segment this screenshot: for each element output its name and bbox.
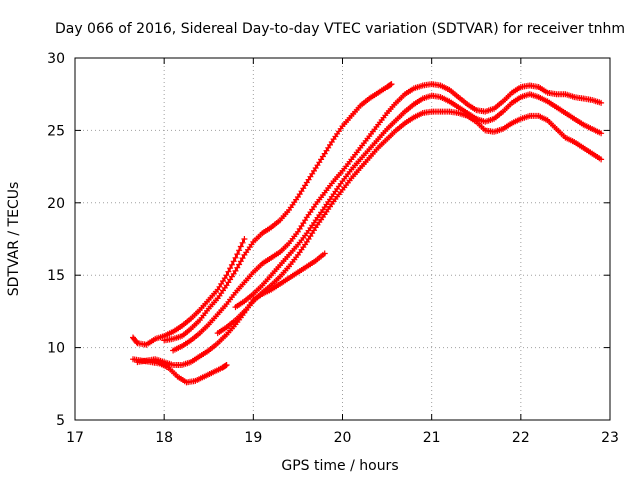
y-tick-label: 25: [47, 123, 65, 139]
series-markers: [232, 91, 605, 311]
x-tick-label: 19: [244, 430, 262, 446]
y-tick-label: 10: [47, 341, 65, 357]
x-axis-label: GPS time / hours: [281, 458, 398, 474]
series-5: [170, 81, 605, 354]
series-3: [134, 250, 328, 368]
tick-layer: [74, 57, 611, 421]
series-markers: [161, 81, 395, 344]
x-tick-label: 18: [155, 430, 173, 446]
y-tick-label: 15: [47, 268, 65, 284]
series-7: [214, 108, 605, 337]
x-tick-label: 17: [66, 430, 84, 446]
y-axis-label: SDTVAR / TECUs: [6, 182, 22, 297]
tick-label-layer: 17 18 19 20 21 22 23 5 10 15 20 25 30: [47, 51, 619, 446]
x-tick-label: 22: [512, 430, 530, 446]
y-tick-label: 30: [47, 51, 65, 67]
series-layer: [130, 81, 605, 386]
series-2: [130, 236, 248, 348]
x-tick-label: 23: [601, 430, 619, 446]
series-6: [232, 91, 605, 311]
x-tick-label: 21: [423, 430, 441, 446]
chart-title: Day 066 of 2016, Sidereal Day-to-day VTE…: [55, 21, 625, 37]
y-tick-label: 5: [56, 413, 65, 429]
x-tick-label: 20: [334, 430, 352, 446]
y-tick-label: 20: [47, 196, 65, 212]
series-4: [161, 81, 395, 344]
series-markers: [170, 81, 605, 354]
series-markers: [130, 236, 248, 348]
series-markers: [214, 108, 605, 337]
